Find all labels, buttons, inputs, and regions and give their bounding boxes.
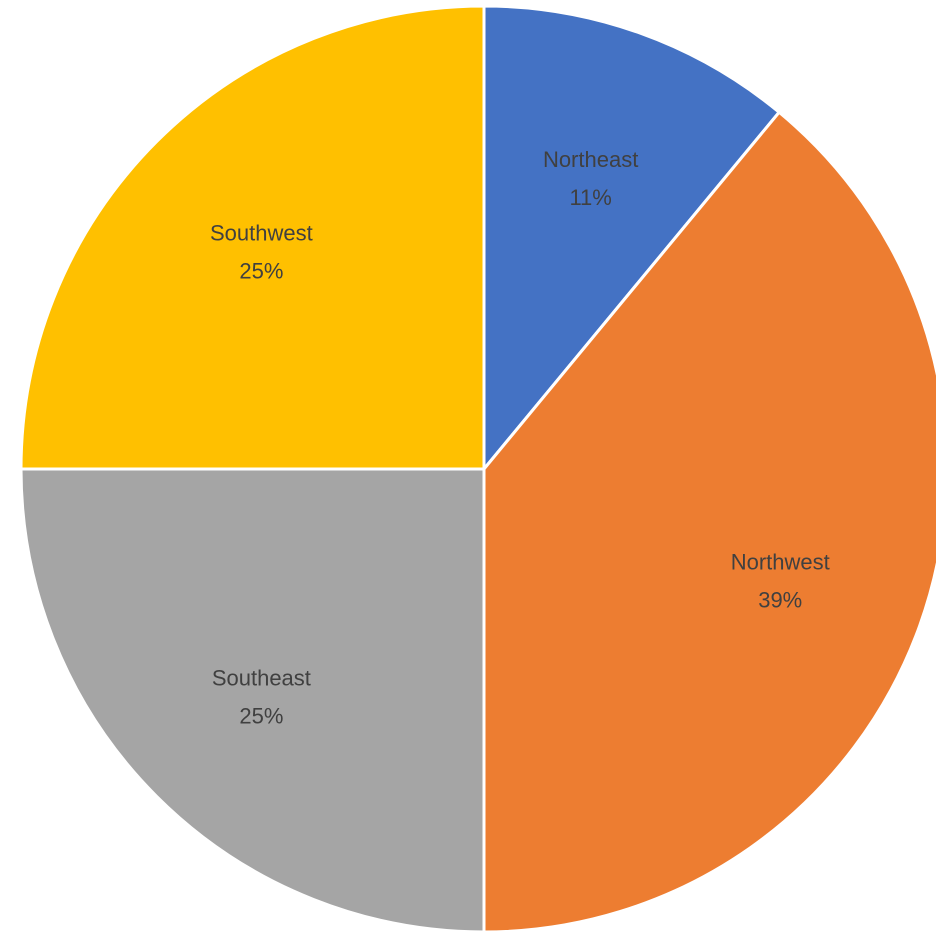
pie-slice-northwest — [482, 110, 936, 934]
slice-percent-northeast: 11% — [569, 185, 611, 210]
slice-label-northeast: Northeast — [543, 147, 638, 172]
slice-label-northwest: Northwest — [731, 550, 830, 575]
slice-label-southeast: Southeast — [212, 666, 311, 691]
pie-slice-southeast — [19, 467, 486, 934]
pie-slice-northeast — [482, 4, 782, 474]
slice-percent-northwest: 39% — [758, 588, 802, 613]
slice-percent-southeast: 25% — [239, 704, 283, 729]
slice-label-southwest: Southwest — [210, 220, 313, 245]
slice-percent-southwest: 25% — [239, 258, 283, 283]
pie-slice-southwest — [19, 4, 486, 471]
